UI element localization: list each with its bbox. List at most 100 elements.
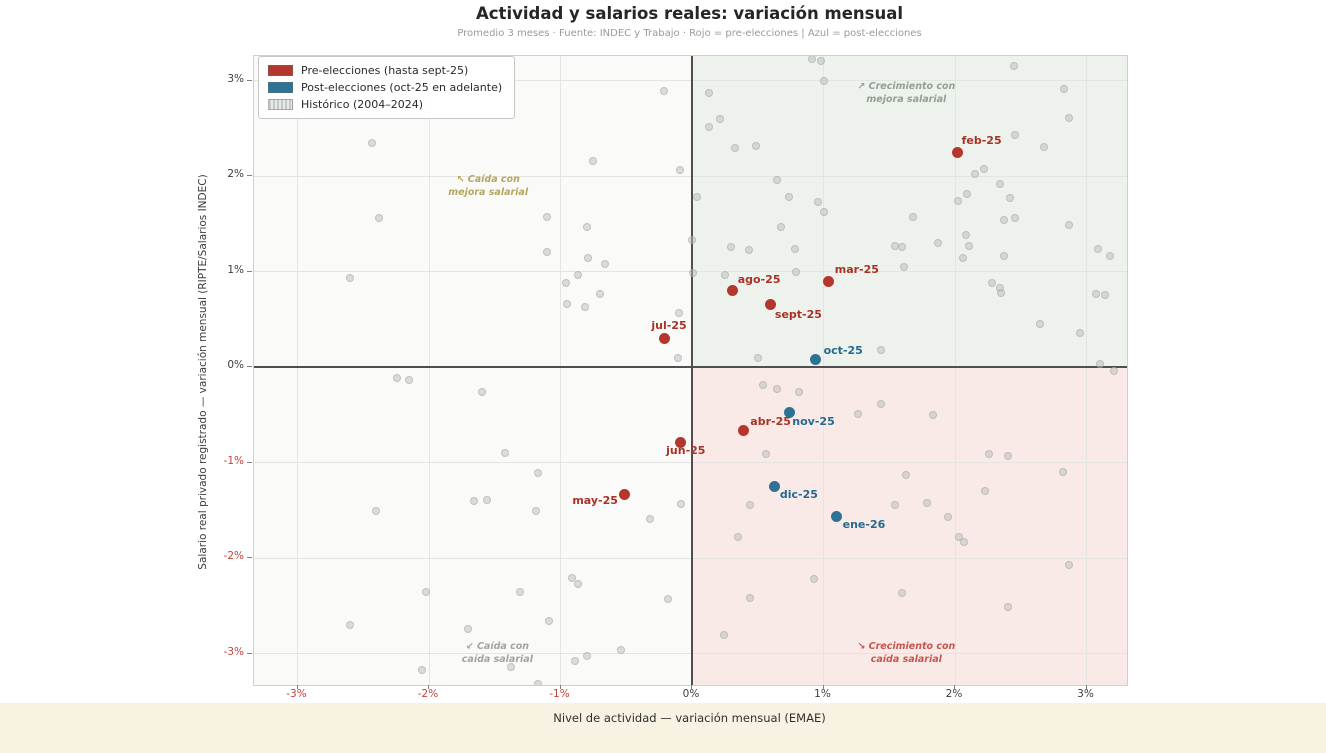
zero-line-vertical [691,56,693,685]
quadrant-annotation-line: mejora salarial [448,186,529,198]
historical-point [469,496,478,505]
y-tick-mark [247,461,252,463]
scatter-point-abr-25 [737,425,749,437]
historical-point [616,645,625,654]
historical-point [1040,143,1049,152]
historical-point [958,254,967,263]
historical-point [573,271,582,280]
gridline-vertical [823,56,824,685]
y-tick-mark [247,79,252,81]
historical-point [965,241,974,250]
y-tick-label: 2% [227,168,244,180]
scatter-point-sept-25 [765,299,777,311]
historical-point [777,222,786,231]
scatter-point-dic-25 [769,480,781,492]
quadrant-annotation-1: ↖ Caída con mejora salarial [448,173,528,199]
y-tick-mark [247,652,252,654]
chart-subtitle: Promedio 3 meses · Fuente: INDEC y Traba… [457,28,922,39]
gridline-horizontal [254,80,1127,81]
historical-point [543,248,552,257]
historical-point [810,575,819,583]
scatter-point-mar-25 [823,275,835,287]
historical-point [753,354,762,363]
historical-point [689,269,698,278]
historical-point [928,410,937,419]
historical-point [1010,62,1019,71]
legend-swatch-post-elecciones [268,82,293,93]
historical-point [477,387,486,396]
x-tick-label: 2% [945,688,963,700]
historical-point [570,657,579,666]
historical-point [346,620,355,629]
historical-point [1058,468,1067,477]
historical-point [1003,602,1012,611]
historical-point [908,213,917,222]
historical-point [960,537,969,546]
quadrant-bottom-right [692,367,1127,685]
historical-point [1065,113,1074,122]
point-label-oct-25: oct-25 [823,344,863,358]
historical-point [464,624,473,633]
point-label-sept-25: sept-25 [774,307,822,321]
x-tick-mark [559,685,561,689]
x-tick-mark [691,685,692,689]
x-tick-label: -2% [417,688,439,700]
historical-point [515,588,524,597]
gridline-horizontal [254,175,1127,177]
gridline-horizontal [254,557,1127,559]
historical-point [705,88,714,97]
x-tick-mark [954,685,955,689]
historical-point [581,302,590,311]
point-label-ago-25: ago-25 [737,272,781,286]
gridline-vertical [428,56,430,685]
gridline-vertical [954,56,956,685]
historical-point [595,290,604,299]
y-tick-label: -3% [223,645,244,658]
y-tick-mark [247,270,252,272]
quadrant-annotation-3: ↘ Crecimiento con caída salarial [857,640,955,666]
x-tick-label: -1% [549,688,570,700]
gridline-vertical [1086,56,1087,685]
historical-point [719,631,728,640]
historical-point [582,652,591,661]
scatter-point-jul-25 [658,332,670,344]
historical-point [727,242,736,251]
historical-point [1106,252,1115,261]
y-tick-label: 3% [227,72,244,85]
legend-label: Pre-elecciones (hasta sept-25) [301,64,469,77]
historical-point [731,144,740,153]
historical-point [898,589,907,598]
x-tick-mark [1085,685,1087,689]
historical-point [1011,214,1020,223]
historical-point [999,215,1008,224]
historical-point [705,123,714,132]
point-label-abr-25: abr-25 [750,414,791,428]
point-label-mar-25: mar-25 [834,263,879,277]
legend-item-pre-elecciones: Pre-elecciones (hasta sept-25) [268,64,502,77]
quadrant-annotation-line: caída salarial [461,653,533,665]
scatter-point-nov-25 [783,407,795,419]
legend-label: Histórico (2004–2024) [301,98,424,111]
gridline-vertical [560,56,561,685]
y-tick-mark [247,366,252,367]
point-label-ene-26: ene-26 [842,517,886,531]
zero-line-horizontal [254,366,1127,368]
point-label-feb-25: feb-25 [961,134,1002,148]
historical-point [673,354,682,363]
historical-point [970,170,979,179]
historical-point [954,532,963,541]
x-tick-mark [822,685,824,689]
y-tick-label: 1% [227,263,244,276]
historical-point [752,142,761,151]
bottom-band [0,703,1326,753]
historical-point [601,259,610,268]
point-label-jul-25: jul-25 [651,319,687,333]
gridline-horizontal [254,462,1127,463]
historical-point [589,156,598,165]
historical-point [1065,220,1074,229]
historical-point [773,175,782,184]
historical-point [568,574,577,583]
historical-point [561,278,570,287]
historical-point [898,242,907,251]
